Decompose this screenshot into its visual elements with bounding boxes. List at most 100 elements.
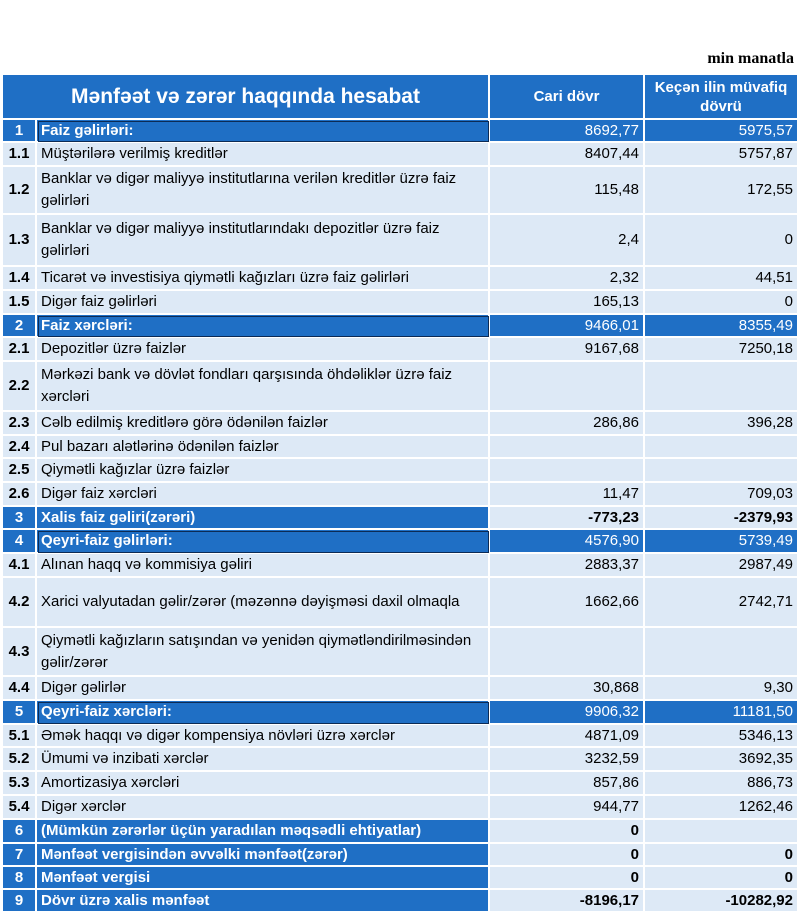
previous-value: 5739,49: [645, 530, 797, 554]
previous-value: 5975,57: [645, 120, 797, 143]
previous-value: 3692,35: [645, 748, 797, 772]
row-label: Faiz gəlirləri:: [37, 120, 490, 143]
row-number: 5.4: [3, 796, 37, 820]
previous-value: 172,55: [645, 167, 797, 215]
row-label: Qiymətli kağızların satışından və yenidə…: [37, 628, 490, 677]
unit-label: min manatla: [707, 50, 794, 67]
row-number: 4.1: [3, 554, 37, 578]
table-row: 5.3 Amortizasiya xərcləri 857,86 886,73: [3, 772, 797, 796]
table-row: 3 Xalis faiz gəliri(zərəri) -773,23 -2379,9…: [3, 507, 797, 530]
previous-value: 2742,71: [645, 578, 797, 628]
table-row: 2.6 Digər faiz xərcləri 11,47 709,03: [3, 483, 797, 507]
previous-value: 709,03: [645, 483, 797, 507]
table-row: 4.1 Alınan haqq və kommisiya gəliri 2883,3…: [3, 554, 797, 578]
column-header: Keçən ilin müvafiq dövrü: [645, 75, 797, 120]
row-label: Qeyri-faiz gəlirləri:: [37, 530, 490, 554]
table-row: 7 Mənfəət vergisindən əvvəlki mənfəət(zər…: [3, 844, 797, 867]
column-header: Cari dövr: [490, 75, 645, 120]
table-row: 5.1 Əmək haqqı və digər kompensiya növlər…: [3, 725, 797, 748]
row-label: Mənfəət vergisi: [37, 867, 490, 890]
previous-value: 44,51: [645, 267, 797, 291]
current-value: 8692,77: [490, 120, 645, 143]
current-value: 0: [490, 844, 645, 867]
table-row: 1.2 Banklar və digər maliyyə institutları…: [3, 167, 797, 215]
row-label: Müştərilərə verilmiş kreditlər: [37, 143, 490, 167]
previous-value: 5757,87: [645, 143, 797, 167]
row-number: 4.4: [3, 677, 37, 701]
row-number: 2.2: [3, 362, 37, 412]
row-number: 4.2: [3, 578, 37, 628]
previous-value: 8355,49: [645, 315, 797, 338]
row-label: Xalis faiz gəliri(zərəri): [37, 507, 490, 530]
current-value: 9167,68: [490, 338, 645, 362]
row-number: 2.6: [3, 483, 37, 507]
row-label: Cəlb edilmiş kreditlərə görə ödənilən fa…: [37, 412, 490, 436]
previous-value: 5346,13: [645, 725, 797, 748]
row-number: 5: [3, 701, 37, 725]
row-number: 3: [3, 507, 37, 530]
row-label: Ticarət və investisiya qiymətli kağızlar…: [37, 267, 490, 291]
current-value: 3232,59: [490, 748, 645, 772]
row-label: Amortizasiya xərcləri: [37, 772, 490, 796]
row-label: Mərkəzi bank və dövlət fondları qarşısın…: [37, 362, 490, 412]
previous-value: 0: [645, 291, 797, 315]
current-value: 4871,09: [490, 725, 645, 748]
row-number: 2.1: [3, 338, 37, 362]
table-row: 2 Faiz xərcləri: 9466,01 8355,49: [3, 315, 797, 338]
row-number: 8: [3, 867, 37, 890]
table-row: 6 (Mümkün zərərlər üçün yaradılan məqsədl…: [3, 820, 797, 844]
row-label: Ümumi və inzibati xərclər: [37, 748, 490, 772]
current-value: [490, 459, 645, 483]
row-number: 5.1: [3, 725, 37, 748]
current-value: [490, 436, 645, 459]
previous-value: [645, 628, 797, 677]
header-row: Mənfəət və zərər haqqında hesabat Cari d…: [3, 75, 797, 120]
row-label: Alınan haqq və kommisiya gəliri: [37, 554, 490, 578]
report-table: Mənfəət və zərər haqqında hesabat Cari d…: [3, 75, 797, 913]
current-value: 0: [490, 867, 645, 890]
table-row: 1 Faiz gəlirləri: 8692,77 5975,57: [3, 120, 797, 143]
previous-value: 0: [645, 844, 797, 867]
row-label: Dövr üzrə xalis mənfəət: [37, 890, 490, 913]
table-row: 5.4 Digər xərclər 944,77 1262,46: [3, 796, 797, 820]
table-row: 4 Qeyri-faiz gəlirləri: 4576,90 5739,49: [3, 530, 797, 554]
current-value: 2883,37: [490, 554, 645, 578]
table-row: 2.5 Qiymətli kağızlar üzrə faizlər: [3, 459, 797, 483]
current-value: 2,4: [490, 215, 645, 267]
table-row: 4.4 Digər gəlirlər 30,868 9,30: [3, 677, 797, 701]
table-row: 2.3 Cəlb edilmiş kreditlərə görə ödənilən…: [3, 412, 797, 436]
table-row: 1.5 Digər faiz gəlirləri 165,13 0: [3, 291, 797, 315]
row-number: 5.3: [3, 772, 37, 796]
previous-value: 11181,50: [645, 701, 797, 725]
previous-value: 7250,18: [645, 338, 797, 362]
previous-value: 1262,46: [645, 796, 797, 820]
row-label: Digər faiz gəlirləri: [37, 291, 490, 315]
row-label: Digər faiz xərcləri: [37, 483, 490, 507]
row-number: 5.2: [3, 748, 37, 772]
current-value: 165,13: [490, 291, 645, 315]
previous-value: [645, 362, 797, 412]
current-value: 30,868: [490, 677, 645, 701]
row-number: 1.4: [3, 267, 37, 291]
current-value: 944,77: [490, 796, 645, 820]
row-number: 1.2: [3, 167, 37, 215]
row-label: (Mümkün zərərlər üçün yaradılan məqsədli…: [37, 820, 490, 844]
row-number: 6: [3, 820, 37, 844]
current-value: 11,47: [490, 483, 645, 507]
current-value: 8407,44: [490, 143, 645, 167]
current-value: 9906,32: [490, 701, 645, 725]
row-number: 4: [3, 530, 37, 554]
row-label: Depozitlər üzrə faizlər: [37, 338, 490, 362]
row-label: Mənfəət vergisindən əvvəlki mənfəət(zərə…: [37, 844, 490, 867]
previous-value: 9,30: [645, 677, 797, 701]
previous-value: -10282,92: [645, 890, 797, 913]
current-value: 2,32: [490, 267, 645, 291]
row-label: Xarici valyutadan gəlir/zərər (məzənnə d…: [37, 578, 490, 628]
previous-value: 0: [645, 867, 797, 890]
current-value: 115,48: [490, 167, 645, 215]
table-row: 5.2 Ümumi və inzibati xərclər 3232,59 3692,…: [3, 748, 797, 772]
previous-value: 396,28: [645, 412, 797, 436]
row-number: 2.5: [3, 459, 37, 483]
table-row: 1.3 Banklar və digər maliyyə institutları…: [3, 215, 797, 267]
previous-value: [645, 436, 797, 459]
